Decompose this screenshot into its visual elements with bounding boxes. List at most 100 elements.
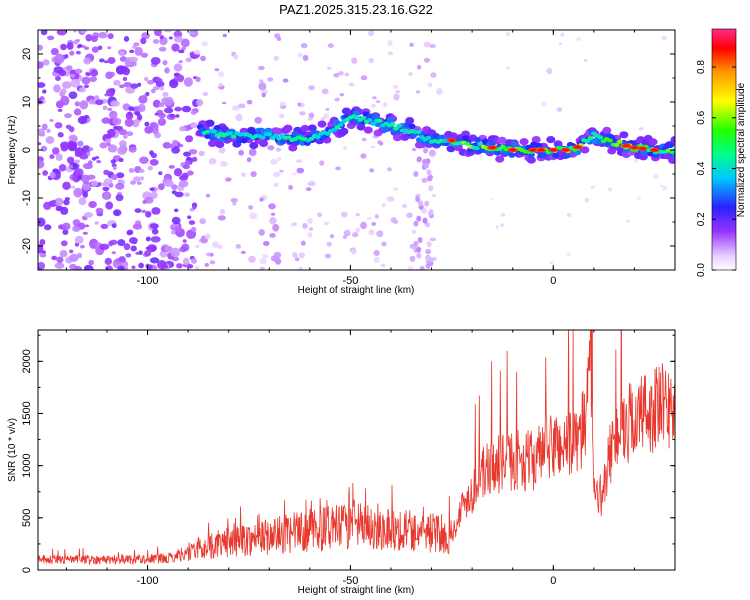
spectrogram-noise-blob	[163, 107, 174, 114]
spectrogram-ridge-core	[597, 135, 604, 140]
spectrogram-ridge-blob	[393, 134, 402, 142]
spectrogram-noise-blob	[308, 180, 315, 186]
spectrogram-noise-blob	[42, 89, 47, 94]
spectrogram-noise-blob	[90, 69, 99, 77]
spectrogram-noise-blob	[367, 217, 372, 220]
spectrogram-noise-blob	[75, 50, 81, 55]
spectrogram-noise-blob	[112, 165, 117, 170]
spectrogram-noise-blob	[144, 76, 149, 82]
spectrogram-noise-blob	[249, 212, 258, 220]
spectrogram-noise-blob	[219, 209, 226, 215]
spectrogram-noise-blob	[115, 194, 124, 202]
spectrogram-noise-blob	[261, 89, 268, 95]
spectrogram-noise-blob	[248, 255, 256, 263]
spectrogram-noise-blob	[77, 175, 83, 181]
spectrogram-noise-blob	[419, 265, 425, 270]
spectrogram-noise-blob	[54, 122, 63, 129]
spectrogram-noise-blob	[166, 143, 174, 149]
spectrogram-noise-blob	[292, 252, 298, 258]
spectrogram-noise-blob	[300, 240, 306, 246]
spectrogram-noise-blob	[189, 31, 194, 36]
spectrogram-noise-blob	[130, 245, 137, 252]
spectrogram-noise-blob	[64, 113, 72, 119]
spectrogram-noise-blob	[191, 226, 197, 233]
spectrogram-noise-blob	[218, 71, 225, 78]
spectrogram-ridge-blob	[356, 123, 366, 131]
spectrogram-noise-blob	[47, 35, 55, 41]
spectrogram-noise-blob	[214, 68, 220, 72]
spectrogram-noise-blob	[355, 227, 361, 233]
spectrogram-noise-blob	[217, 215, 226, 221]
spectrogram-noise-blob	[99, 58, 105, 63]
spectrogram-noise-blob	[138, 103, 146, 113]
spectrogram-noise-blob	[72, 219, 81, 227]
spectrogram-noise-blob	[138, 168, 145, 173]
spectrogram-ridge-blob	[619, 131, 629, 139]
spectrogram-ridge-core	[354, 115, 360, 120]
spectrogram-noise-blob	[150, 236, 161, 243]
spectrogram-noise-blob	[182, 164, 190, 170]
spectrogram-noise-blob	[107, 57, 116, 64]
spectrogram-noise-blob	[81, 76, 91, 85]
spectrogram-noise-blob	[268, 203, 276, 210]
spectrogram-noise-blob	[192, 205, 197, 210]
spectrogram-noise-blob	[89, 76, 97, 82]
spectrogram-noise-blob	[127, 229, 134, 236]
spectrogram-noise-blob	[272, 223, 280, 232]
spectrogram-noise-blob	[416, 90, 421, 94]
spectrogram-noise-blob	[105, 201, 114, 210]
spectrogram-noise-blob	[79, 87, 86, 93]
spectrogram-noise-blob	[138, 95, 148, 104]
spectrogram-noise-blob	[308, 112, 315, 118]
spectrogram-noise-blob	[416, 215, 422, 222]
spectrogram-noise-blob	[185, 135, 194, 143]
spectrogram-ridge-core	[415, 129, 422, 134]
spectrogram-noise-blob	[141, 209, 147, 214]
spectrogram-noise-blob	[149, 223, 159, 230]
spectrogram-xtick-label: -50	[342, 275, 358, 287]
spectrogram-noise-blob	[206, 252, 211, 257]
spectrogram-ridge-core	[337, 122, 344, 127]
spectrogram-noise-blob	[96, 160, 102, 164]
spectrogram-noise-blob	[413, 241, 419, 247]
spectrogram-noise-blob	[317, 212, 323, 217]
spectrogram-noise-blob	[85, 71, 90, 76]
spectrogram-noise-blob	[248, 148, 257, 157]
spectrogram-noise-blob	[590, 185, 595, 189]
spectrogram-ridge-blob	[474, 137, 482, 143]
spectrogram-noise-blob	[150, 88, 156, 94]
spectrogram-noise-blob	[416, 252, 422, 259]
spectrogram-noise-blob	[250, 171, 257, 178]
spectrogram-noise-blob	[62, 229, 69, 235]
spectrogram-noise-blob	[329, 234, 335, 239]
spectrogram-noise-blob	[171, 43, 180, 52]
spectrogram-noise-blob	[158, 46, 167, 52]
spectrogram-noise-blob	[340, 211, 348, 218]
spectrogram-noise-blob	[188, 220, 196, 226]
spectrogram-noise-blob	[374, 214, 379, 219]
spectrogram-ridge-blob	[408, 123, 416, 130]
spectrogram-noise-blob	[584, 197, 590, 203]
spectrogram-ridge-blob	[213, 125, 221, 131]
spectrogram-noise-blob	[106, 142, 111, 146]
spectrogram-noise-blob	[277, 156, 282, 162]
spectrogram-noise-blob	[164, 245, 173, 252]
spectrogram-noise-blob	[51, 255, 58, 261]
snr-xlabel: Height of straight line (km)	[298, 585, 415, 596]
spectrogram-noise-blob	[351, 57, 358, 64]
spectrogram-ridge-blob	[552, 152, 560, 159]
spectrogram-noise-blob	[61, 81, 72, 89]
spectrogram-noise-blob	[85, 224, 89, 228]
spectrogram-noise-blob	[163, 30, 172, 33]
spectrogram-ridge-blob	[497, 136, 507, 144]
spectrogram-noise-blob	[86, 151, 91, 156]
spectrogram-noise-blob	[123, 243, 131, 251]
spectrogram-noise-blob	[299, 111, 306, 116]
spectrogram-noise-blob	[69, 249, 74, 254]
spectrogram-ridge-peak	[489, 146, 496, 149]
spectrogram-noise-blob	[162, 91, 169, 97]
spectrogram-noise-blob	[205, 233, 211, 240]
spectrogram-ridge-blob	[607, 147, 617, 155]
spectrogram-noise-blob	[541, 101, 547, 107]
spectrogram-noise-blob	[128, 168, 135, 173]
